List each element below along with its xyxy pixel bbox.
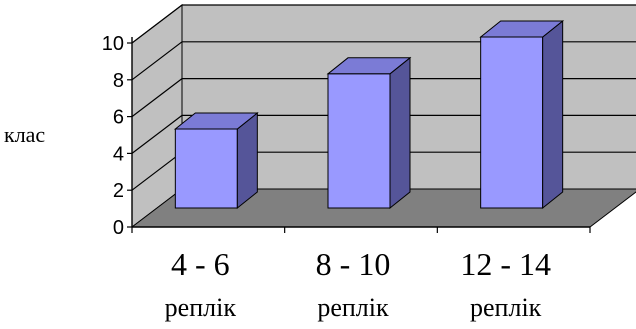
bar-top-face	[479, 20, 565, 38]
bar-front-face	[174, 128, 238, 209]
x-category-label: 12 - 14	[460, 246, 551, 282]
bar-side-face	[542, 19, 564, 210]
x-category-sublabel: реплік	[317, 293, 389, 322]
x-tick-labels: 4 - 6 реплік 8 - 10 реплік 12 - 14 реплік	[165, 246, 551, 322]
bar	[326, 56, 412, 210]
y-tick-label: 4	[113, 143, 124, 165]
y-tick-label: 8	[113, 70, 124, 92]
y-axis-label: клас	[4, 122, 45, 147]
chart-axes	[127, 37, 591, 233]
y-tick-labels: 0 2 4 6 8 10	[102, 33, 124, 239]
bar	[173, 111, 259, 210]
x-category-label: 4 - 6	[171, 246, 230, 282]
y-tick-label: 10	[102, 33, 124, 55]
bar-top-face	[173, 112, 259, 130]
y-tick-label: 2	[113, 180, 124, 202]
bar-top-face	[326, 57, 412, 75]
bar-front-face	[327, 73, 391, 209]
x-category-label: 8 - 10	[316, 246, 391, 282]
y-tick-label: 6	[113, 107, 124, 129]
bar-side-face	[236, 111, 258, 210]
bar-front-face	[480, 36, 544, 209]
gridline	[131, 4, 636, 44]
bar	[479, 19, 565, 210]
y-tick-label: 0	[113, 217, 124, 239]
x-category-sublabel: реплік	[165, 293, 237, 322]
bars	[173, 19, 565, 210]
x-category-sublabel: реплік	[470, 293, 542, 322]
side-wall	[131, 3, 183, 229]
bar-side-face	[389, 56, 411, 210]
